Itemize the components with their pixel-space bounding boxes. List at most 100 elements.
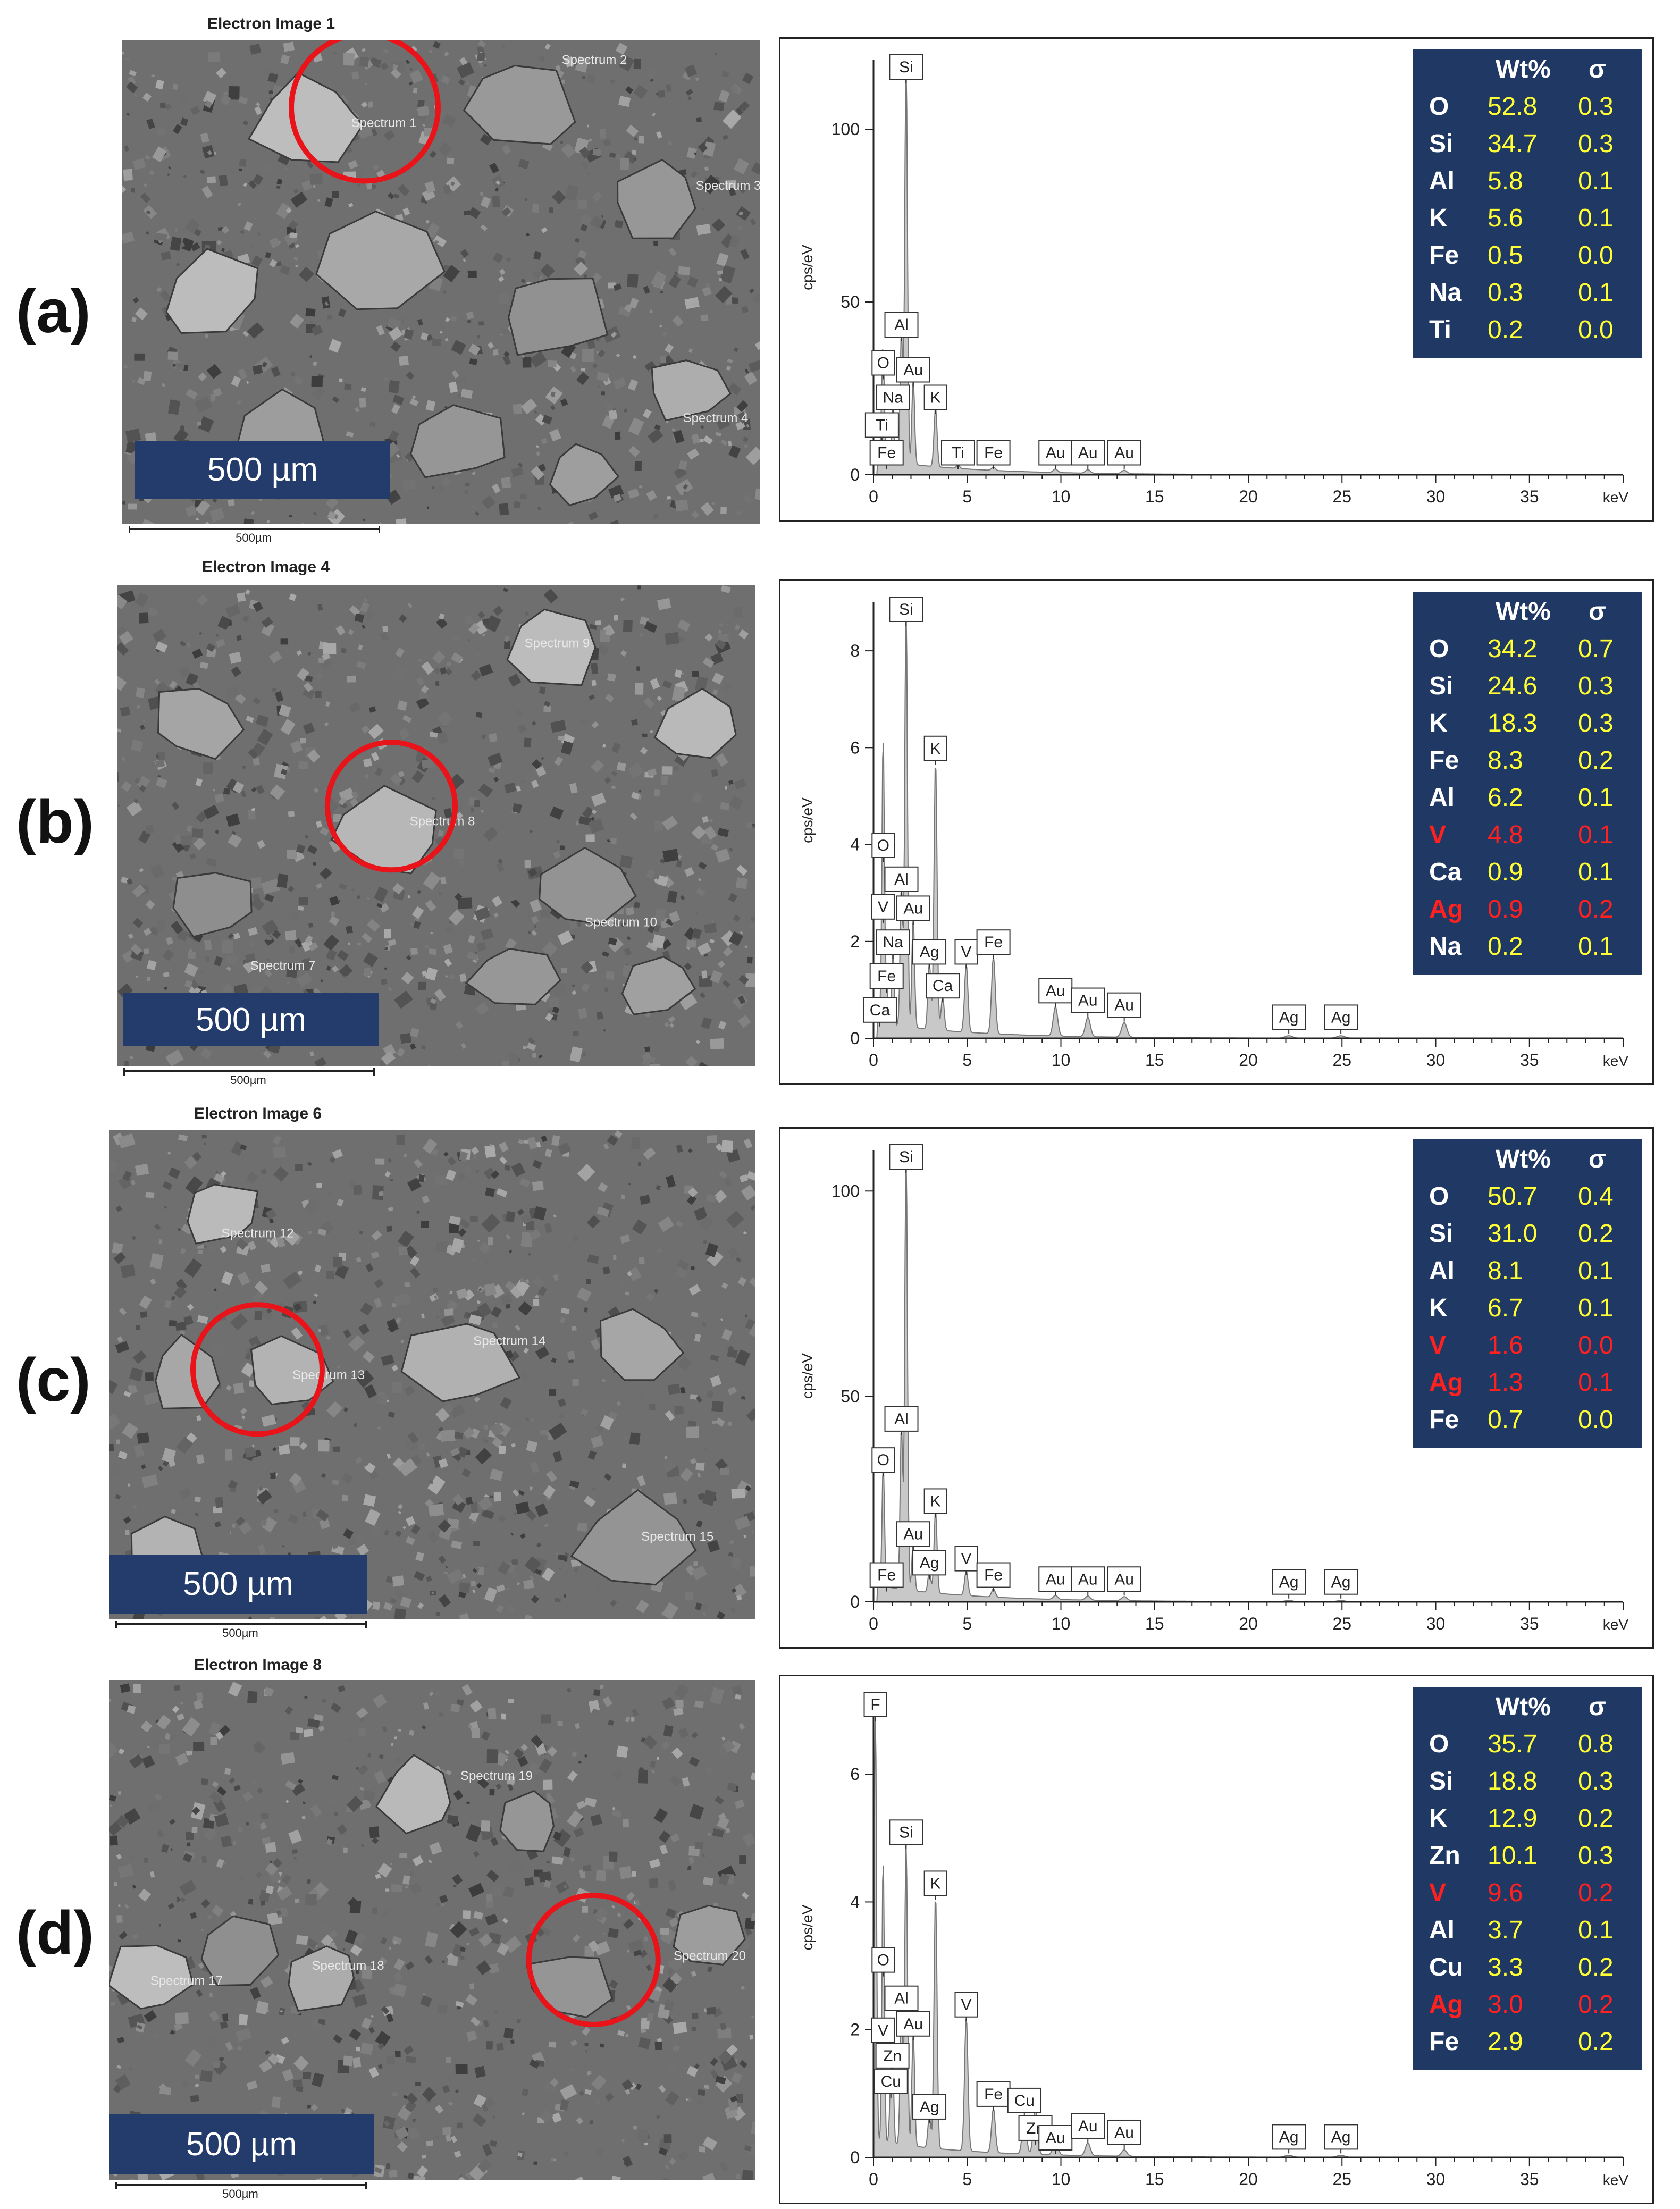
x-tick-label: 25 [1332, 1614, 1351, 1633]
svg-text:Au: Au [903, 1525, 923, 1543]
particle [155, 1333, 221, 1409]
table-row: Si 24.6 0.3 [1413, 671, 1642, 709]
peak-label: Ti [864, 412, 899, 442]
sem-image: Spectrum 19 Spectrum 20 Spectrum 18 Spectru… [109, 1680, 755, 2180]
table-row: V 4.8 0.1 [1413, 820, 1642, 858]
sigma-cell: 0.1 [1578, 279, 1614, 307]
svg-text:Ag: Ag [920, 1554, 939, 1572]
wt-cell: 0.9 [1488, 895, 1523, 923]
svg-text:F: F [870, 1696, 880, 1714]
scalebar-tick [379, 526, 380, 533]
spectrum-site-label: Spectrum 9 [525, 636, 590, 651]
spectrum-site-label: Spectrum 7 [250, 959, 316, 973]
particle [508, 278, 609, 356]
x-tick-label: 30 [1426, 1051, 1446, 1070]
y-tick-label: 0 [850, 2148, 860, 2167]
x-tick-label: 15 [1145, 1614, 1164, 1633]
svg-text:O: O [877, 1451, 889, 1469]
svg-text:Au: Au [1078, 1570, 1098, 1588]
peak-label: Al [884, 312, 919, 341]
x-tick-label: 15 [1145, 2170, 1164, 2189]
peak-label: Al [884, 866, 919, 896]
table-row: O 34.2 0.7 [1413, 634, 1642, 671]
peak-label: K [923, 735, 947, 765]
peak-label: Na [876, 384, 910, 414]
wt-cell: 1.6 [1488, 1331, 1523, 1359]
x-tick-label: 0 [869, 487, 878, 506]
wt-cell: 8.1 [1488, 1257, 1523, 1285]
svg-text:Si: Si [899, 601, 913, 618]
wt-cell: 18.3 [1488, 709, 1538, 737]
peak-label: Au [1038, 440, 1073, 469]
peak-label: K [923, 1870, 947, 1900]
svg-text:V: V [878, 2022, 888, 2039]
peak-label: Au [1107, 440, 1141, 469]
scalebar [115, 2184, 365, 2186]
table-row: Zn 10.1 0.3 [1413, 1841, 1642, 1878]
scalebar-tick [129, 526, 130, 533]
y-tick-label: 4 [850, 1892, 860, 1911]
y-tick-label: 4 [850, 835, 860, 854]
spectrum-plot: 0 5 10 15 20 25 30 35 keV 0 50 100 cps/eV Si Al O K Au V Ag… [799, 1144, 1628, 1633]
wt-cell: 50.7 [1488, 1182, 1538, 1211]
svg-text:Au: Au [1114, 2124, 1134, 2141]
sigma-cell: 0.8 [1578, 1730, 1614, 1758]
wt-cell: 0.2 [1488, 316, 1523, 344]
peak-label: Au [1071, 987, 1105, 1017]
peak-label: Fe [976, 440, 1011, 469]
element-cell: Ca [1429, 858, 1462, 886]
wt-cell: 34.2 [1488, 635, 1538, 663]
element-cell: Fe [1429, 241, 1459, 270]
y-axis-label: cps/eV [799, 245, 816, 290]
svg-text:Si: Si [899, 58, 913, 76]
sigma-cell: 0.1 [1578, 204, 1614, 232]
particle [599, 1308, 685, 1381]
electron-image-title: Electron Image 8 [194, 1656, 322, 1674]
electron-image-title: Electron Image 6 [194, 1105, 322, 1122]
peak-label: Cu [1007, 2087, 1041, 2117]
y-tick-label: 0 [850, 465, 860, 484]
peak-label: V [954, 1546, 978, 1575]
spectrum-site-label: Spectrum 15 [641, 1530, 713, 1544]
table-row: Ca 0.9 0.1 [1413, 858, 1642, 895]
y-tick-label: 50 [841, 292, 860, 312]
sem-texture: Spectrum 12 Spectrum 13 Spectrum 14 Spectru… [109, 1130, 755, 1619]
table-row: Ti 0.2 0.0 [1413, 315, 1642, 352]
x-tick-label: 0 [869, 2170, 878, 2189]
x-tick-label: 30 [1426, 487, 1446, 506]
x-tick-label: 35 [1520, 1614, 1539, 1633]
sigma-header: σ [1589, 55, 1606, 83]
svg-text:Cu: Cu [881, 2073, 901, 2090]
particle [200, 1915, 280, 1987]
svg-text:Ag: Ag [1331, 1009, 1351, 1026]
element-cell: Cu [1429, 1953, 1463, 1981]
wt-cell: 3.7 [1488, 1916, 1523, 1944]
svg-text:O: O [877, 1952, 889, 1969]
x-tick-label: 15 [1145, 487, 1164, 506]
sigma-cell: 0.7 [1578, 635, 1614, 663]
svg-text:Fe: Fe [877, 968, 896, 985]
spectrum-site-label: Spectrum 18 [312, 1959, 384, 1973]
sigma-cell: 0.2 [1578, 746, 1614, 775]
element-cell: Si [1429, 130, 1454, 158]
y-tick-label: 100 [831, 1181, 860, 1200]
panel-row-c: (c) Electron Image 6 Spectrum 12 Spectrum… [0, 1095, 1680, 1649]
peak-label: O [871, 350, 895, 380]
wt-cell: 10.1 [1488, 1842, 1538, 1870]
wt-cell: 5.8 [1488, 167, 1523, 195]
y-axis-label: cps/eV [799, 797, 816, 843]
sigma-cell: 0.0 [1578, 1331, 1614, 1359]
x-tick-label: 20 [1239, 487, 1258, 506]
element-cell: Al [1429, 167, 1455, 195]
svg-text:Ag: Ag [1279, 1009, 1299, 1026]
wt-cell: 2.9 [1488, 2028, 1523, 2056]
sigma-cell: 0.2 [1578, 1953, 1614, 1981]
peak-label: Ag [1272, 1004, 1306, 1034]
sem-image: Spectrum 12 Spectrum 13 Spectrum 14 Spectru… [109, 1130, 755, 1619]
particle [570, 1489, 697, 1586]
table-row: Cu 3.3 0.2 [1413, 1953, 1642, 1990]
wt-cell: 52.8 [1488, 93, 1538, 121]
svg-text:Fe: Fe [984, 1567, 1003, 1584]
table-row: Na 0.3 0.1 [1413, 278, 1642, 315]
sigma-cell: 0.1 [1578, 858, 1614, 886]
